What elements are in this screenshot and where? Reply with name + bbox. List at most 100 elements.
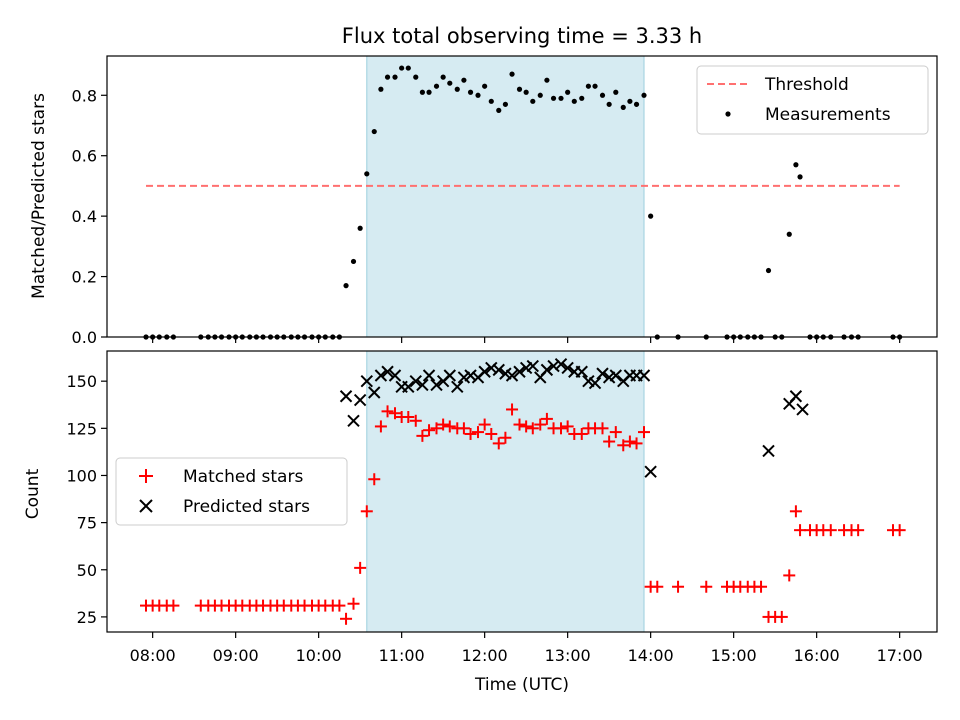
chart-title: Flux total observing time = 3.33 h	[342, 24, 702, 48]
matched-star-point	[443, 420, 456, 433]
predicted-star-point	[339, 390, 353, 403]
predicted-star-point	[478, 365, 491, 378]
matched-star-point	[389, 407, 402, 420]
predicted-star-point	[789, 390, 803, 403]
measurement-point	[537, 92, 543, 98]
legend-measurements-swatch	[725, 111, 731, 117]
matched-star-point	[409, 414, 422, 427]
matched-star-point	[775, 610, 788, 623]
top-plot-frame	[106, 55, 938, 338]
measurement-point	[482, 83, 488, 89]
matched-star-point	[672, 580, 685, 593]
matched-star-point	[381, 405, 394, 418]
measurement-point	[433, 83, 440, 89]
predicted-star-point	[381, 365, 394, 378]
top-y-axis: 0.0 0.2 0.4 0.6 0.8	[72, 86, 107, 347]
measurement-point	[523, 89, 529, 95]
measurement-point	[371, 128, 377, 135]
measurement-point	[488, 98, 494, 104]
y-tick-label: 0.2	[72, 268, 97, 287]
legend-matched-label: Matched stars	[183, 467, 303, 487]
y-tick-label: 25	[77, 608, 97, 627]
predicted-star-point	[416, 378, 429, 392]
x-tick-label: 15:00	[711, 646, 757, 665]
matched-star-point	[617, 439, 630, 452]
predicted-star-point	[353, 393, 367, 407]
measurement-point	[509, 71, 515, 77]
measurement-point	[399, 65, 405, 71]
matched-star-point	[464, 427, 477, 440]
matched-star-point	[561, 420, 574, 433]
x-tick-label: 11:00	[379, 646, 425, 665]
highlight-span	[366, 55, 645, 338]
matched-star-point	[457, 422, 470, 435]
measurement-point	[620, 104, 626, 110]
x-tick-label: 13:00	[545, 646, 591, 665]
predicted-star-point	[637, 369, 651, 382]
bottom-x-axis: 08:00 09:00 10:00 11:00 12:00 13:00 14:00 15:00…	[130, 632, 923, 665]
matched-star-point	[472, 426, 485, 439]
bottom-legend: Matched stars Predicted stars	[115, 457, 348, 526]
measurement-point	[558, 95, 564, 101]
matched-star-point	[513, 418, 526, 431]
y-tick-label: 0.0	[72, 328, 97, 347]
bottom-panel: 25 50 75 100 125 150 08:00 09:00 10:00 11:00 12:0…	[23, 350, 938, 695]
top-panel: 0.00.20.40.60.8 Matched/Predicted stars …	[29, 55, 938, 347]
matched-star-point	[520, 420, 533, 433]
measurement-point	[440, 74, 446, 80]
top-y-axis-label: Matched/Predicted stars	[29, 93, 49, 299]
y-tick-label: 0.4	[72, 207, 97, 226]
predicted-star-point	[422, 369, 436, 382]
x-tick-label: 12:00	[462, 646, 508, 665]
y-tick-label: 0.6	[72, 147, 97, 166]
predicted-star-point	[547, 359, 560, 373]
x-tick-label: 17:00	[877, 646, 923, 665]
x-axis-label: Time (UTC)	[474, 675, 569, 695]
matched-star-point	[755, 580, 768, 593]
predicted-star-point	[347, 414, 360, 427]
measurement-point	[392, 74, 398, 80]
measurement-point	[454, 86, 460, 92]
x-tick-label: 08:00	[130, 646, 176, 665]
matched-star-point	[416, 429, 429, 442]
matched-star-point	[360, 505, 373, 518]
predicted-star-point	[596, 367, 609, 380]
measurement-point	[627, 98, 633, 104]
measurement-point	[592, 83, 598, 89]
measurement-point	[793, 162, 799, 168]
predicted-star-point	[451, 380, 464, 394]
measurement-point	[516, 86, 523, 92]
matched-stars-layer	[140, 403, 906, 625]
matched-star-point	[167, 599, 180, 612]
measurements-layer	[143, 65, 903, 340]
top-legend: Threshold Measurements	[696, 65, 929, 135]
top-legend-box	[696, 65, 929, 135]
matched-star-point	[630, 437, 643, 450]
predicted-star-point	[360, 374, 373, 388]
predicted-star-point	[796, 403, 809, 416]
matched-star-point	[430, 422, 443, 435]
top-x-axis-ticks	[152, 337, 901, 343]
measurement-point	[585, 83, 592, 89]
measurement-point	[405, 65, 411, 71]
measurement-point	[461, 77, 467, 83]
measurement-point	[447, 80, 453, 86]
y-tick-label: 125	[66, 419, 97, 438]
top-highlight-span-layer	[366, 55, 645, 338]
predicted-star-point	[402, 380, 415, 394]
matched-star-point	[526, 422, 539, 435]
measurement-point	[413, 74, 419, 80]
measurement-point	[496, 107, 502, 113]
measurement-point	[419, 89, 425, 95]
x-tick-label: 10:00	[296, 646, 342, 665]
matched-star-point	[789, 505, 802, 518]
matched-star-point	[596, 422, 609, 435]
measurement-point	[571, 98, 577, 104]
predicted-star-point	[540, 363, 554, 377]
matched-star-point	[485, 427, 498, 440]
matched-star-point	[651, 580, 664, 593]
matched-star-point	[700, 580, 713, 593]
matched-star-point	[402, 411, 415, 424]
y-tick-label: 100	[66, 466, 97, 485]
highlight-span	[366, 350, 645, 633]
